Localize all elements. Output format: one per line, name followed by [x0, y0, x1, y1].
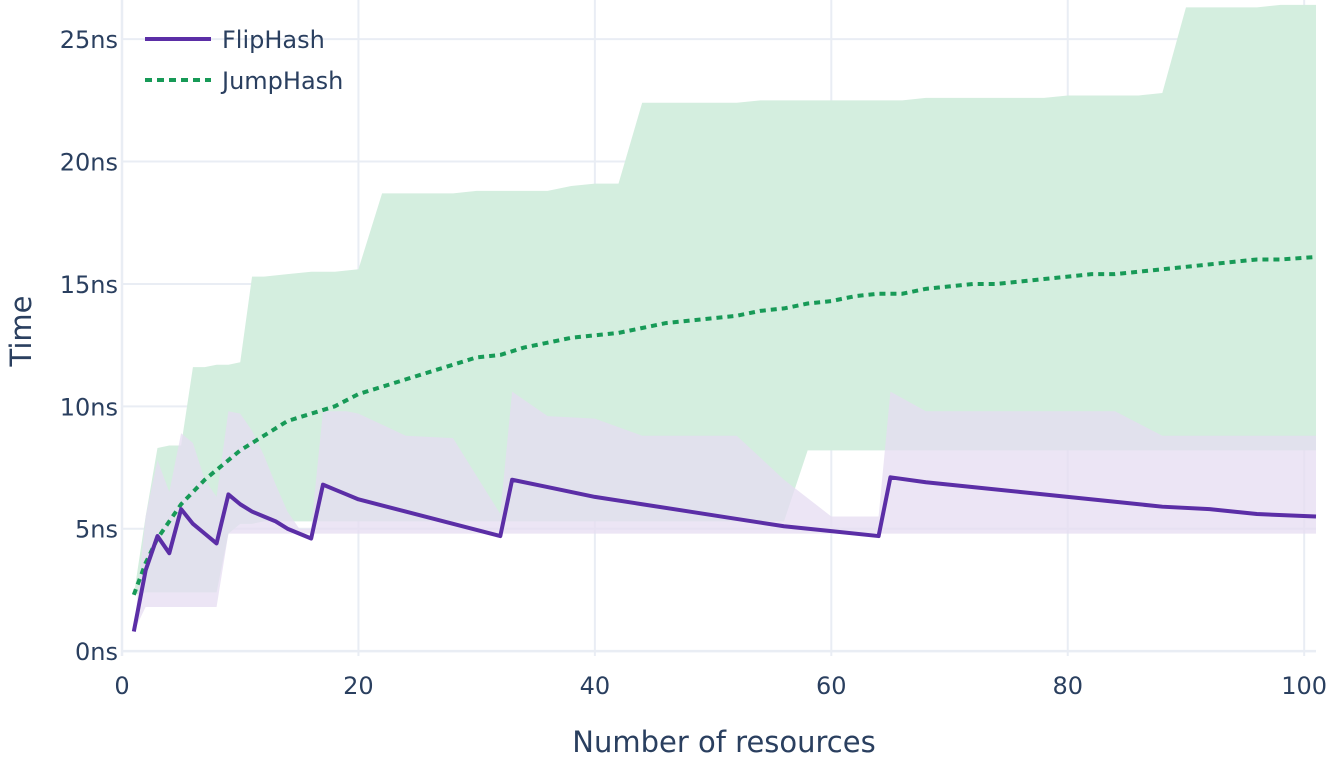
band-fliphash	[133, 391, 1316, 632]
x-tick-label: 20	[343, 672, 374, 700]
legend: FlipHash JumpHash	[145, 26, 343, 95]
x-axis-title: Number of resources	[572, 725, 875, 759]
x-tick-label: 100	[1281, 672, 1327, 700]
series-lines	[131, 255, 1317, 632]
x-tick-label: 60	[816, 672, 847, 700]
x-tick-label: 80	[1052, 672, 1083, 700]
x-tick-label: 40	[580, 672, 611, 700]
y-tick-label: 15ns	[60, 271, 118, 299]
y-tick-label: 25ns	[60, 26, 118, 54]
series-line-jumphash	[131, 255, 1317, 596]
y-axis-title: Time	[4, 296, 38, 368]
legend-label-jumphash[interactable]: JumpHash	[220, 67, 343, 95]
confidence-bands	[133, 4, 1316, 632]
y-tick-label: 0ns	[75, 638, 118, 666]
y-tick-label: 20ns	[60, 149, 118, 177]
y-axis-ticks: 0ns 5ns 10ns 15ns 20ns 25ns	[60, 26, 118, 666]
x-axis-ticks: 0 20 40 60 80 100	[114, 672, 1327, 700]
x-tick-label: 0	[114, 672, 129, 700]
series-line-fliphash	[131, 475, 1317, 632]
legend-label-fliphash[interactable]: FlipHash	[222, 26, 325, 54]
y-tick-label: 10ns	[60, 393, 118, 421]
y-tick-label: 5ns	[75, 516, 118, 544]
